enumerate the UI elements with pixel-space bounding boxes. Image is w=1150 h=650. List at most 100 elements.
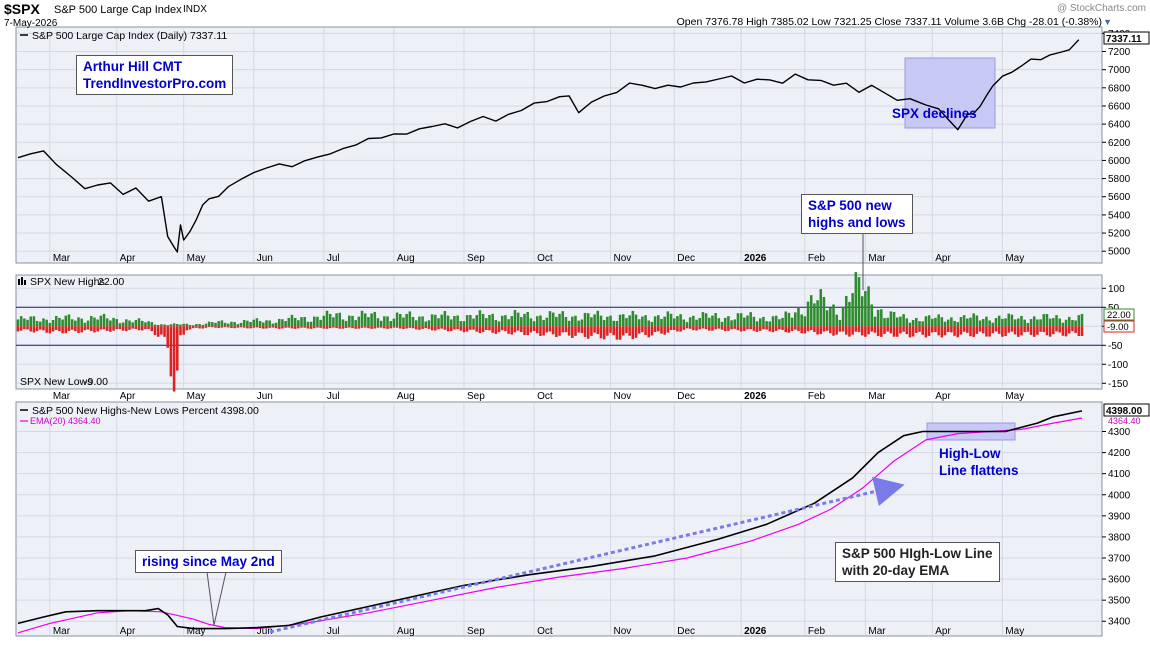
new-highs-bar	[918, 321, 921, 327]
ema-last-badge: 4364.40	[1108, 416, 1141, 426]
new-lows-bar	[19, 326, 23, 331]
new-lows-bar	[510, 326, 514, 335]
new-lows-bar	[749, 326, 752, 330]
new-highs-bar	[67, 314, 71, 327]
new-highs-bar	[363, 313, 367, 327]
new-lows-bar	[481, 326, 485, 332]
x-tick-label: 2026	[744, 626, 767, 637]
dropdown-arrow-icon[interactable]: ▼	[1103, 17, 1112, 27]
new-highs-bar	[271, 323, 275, 327]
new-highs-bar	[469, 315, 472, 327]
new-highs-bar	[367, 317, 370, 327]
x-tick-label: Sep	[467, 253, 485, 264]
new-highs-bar	[787, 312, 791, 327]
hl-last-badge: 4398.00	[1106, 406, 1143, 417]
new-lows-bar	[220, 326, 224, 328]
new-lows-bar	[787, 326, 791, 333]
new-highs-bar	[226, 323, 230, 327]
y-tick-label: -50	[1108, 341, 1123, 352]
new-lows-bar	[739, 326, 743, 332]
price-last-badge-bg	[1103, 31, 1150, 45]
new-lows-bar	[911, 326, 915, 337]
new-highs-bar	[946, 319, 950, 327]
new-highs-bar	[427, 320, 431, 327]
new-lows-bar	[752, 326, 756, 331]
new-lows-bar	[851, 326, 854, 335]
x-tick-label: Apr	[935, 253, 951, 264]
x-tick-label: Sep	[467, 626, 485, 637]
new-highs-bar	[370, 313, 373, 327]
new-highs-lows-callout: S&P 500 new highs and lows	[801, 194, 913, 234]
new-lows-bar	[876, 326, 880, 337]
hl-line-legend-1: S&P 500 HIgh-Low Line	[842, 546, 993, 561]
new-highs-bar	[125, 319, 128, 327]
new-highs-bar	[688, 317, 692, 327]
new-lows-bar	[634, 326, 638, 338]
new-lows-bar	[230, 326, 233, 329]
new-highs-bar	[915, 317, 918, 327]
new-lows-bar	[325, 326, 329, 329]
new-lows-bar	[959, 326, 963, 335]
new-lows-bar	[42, 326, 45, 331]
new-lows-bar	[29, 326, 33, 332]
new-lows-bar	[443, 326, 447, 330]
new-lows-bar	[147, 326, 150, 330]
new-lows-bar	[790, 326, 794, 332]
new-highs-bar	[1013, 319, 1017, 327]
new-highs-bar	[886, 317, 889, 327]
new-highs-bar	[344, 320, 348, 327]
new-lows-bar	[373, 326, 377, 329]
new-lows-bar	[641, 326, 644, 333]
new-lows-bar	[386, 326, 389, 329]
new-lows-bar	[156, 326, 160, 337]
new-highs-bar	[35, 320, 39, 327]
new-highs-bar	[163, 324, 166, 327]
new-highs-bar	[198, 324, 201, 327]
new-lows-bar	[121, 326, 125, 331]
new-highs-bar	[1007, 313, 1011, 327]
new-highs-bar	[223, 322, 227, 327]
new-lows-bar	[351, 326, 354, 329]
new-lows-bar	[312, 326, 316, 329]
new-lows-bar	[628, 326, 631, 336]
y-tick-label: 6000	[1108, 156, 1131, 167]
new-highs-bar	[733, 319, 737, 327]
new-lows-bar	[246, 326, 249, 329]
new-highs-bar	[908, 322, 912, 327]
new-highs-bar	[348, 315, 351, 327]
new-lows-bar	[698, 326, 701, 330]
new-lows-bar	[32, 326, 36, 333]
new-lows-bar	[1039, 326, 1042, 332]
new-highs-bar	[211, 322, 214, 327]
new-lows-bar	[940, 326, 944, 338]
new-lows-bar	[972, 326, 975, 337]
new-highs-bar	[752, 316, 756, 327]
new-highs-bar	[774, 315, 778, 327]
new-highs-bar	[717, 318, 721, 327]
rising-pointer	[206, 571, 227, 626]
new-lows-bar	[54, 326, 58, 331]
new-highs-bar	[794, 312, 797, 327]
new-highs-bar	[743, 317, 746, 327]
new-lows-bar	[969, 326, 972, 337]
new-highs-bar	[214, 322, 217, 327]
x-tick-label: 2026	[744, 253, 767, 264]
new-highs-bar	[532, 321, 536, 327]
new-lows-bar	[140, 326, 144, 331]
new-lows-bar	[430, 326, 434, 331]
new-lows-bar	[16, 326, 20, 332]
new-lows-bar	[383, 326, 386, 329]
new-highs-bar	[641, 316, 644, 327]
new-highs-bar	[959, 317, 963, 327]
new-lows-bar	[931, 326, 934, 333]
new-lows-bar	[268, 326, 271, 328]
new-lows-bar	[211, 326, 214, 328]
new-lows-bar	[679, 326, 682, 332]
new-lows-bar	[427, 326, 431, 329]
new-lows-bar	[723, 326, 727, 332]
new-highs-bar	[169, 324, 173, 327]
new-highs-bar	[48, 322, 52, 327]
new-highs-bar	[883, 318, 886, 327]
new-lows-bar	[609, 326, 612, 333]
new-lows-bar	[163, 326, 166, 337]
